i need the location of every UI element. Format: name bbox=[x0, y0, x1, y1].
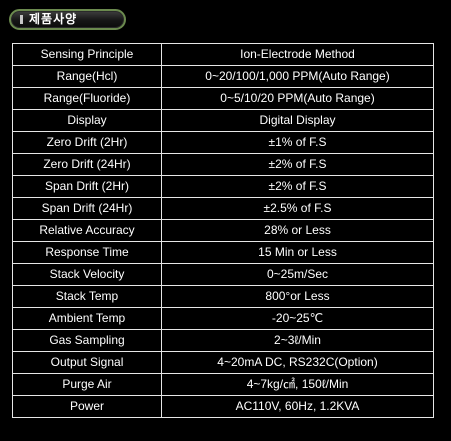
spec-row: Stack Velocity 0~25m/Sec bbox=[13, 264, 434, 286]
section-title-badge: 제품사양 bbox=[9, 9, 126, 30]
spec-value: Ion-Electrode Method bbox=[162, 44, 434, 66]
spec-value: 0~20/100/1,000 PPM(Auto Range) bbox=[162, 66, 434, 88]
spec-value: ±2% of F.S bbox=[162, 154, 434, 176]
spec-row: Zero Drift (2Hr) ±1% of F.S bbox=[13, 132, 434, 154]
spec-row: Span Drift (2Hr) ±2% of F.S bbox=[13, 176, 434, 198]
spec-value: ±2.5% of F.S bbox=[162, 198, 434, 220]
spec-label: Range(Fluoride) bbox=[13, 88, 162, 110]
title-bar-icon bbox=[20, 15, 23, 24]
spec-label: Relative Accuracy bbox=[13, 220, 162, 242]
spec-label: Sensing Principle bbox=[13, 44, 162, 66]
spec-row: Stack Temp 800°or Less bbox=[13, 286, 434, 308]
spec-label: Stack Velocity bbox=[13, 264, 162, 286]
spec-row: Power AC110V, 60Hz, 1.2KVA bbox=[13, 396, 434, 418]
section-title: 제품사양 bbox=[29, 12, 77, 26]
spec-table-body: Sensing Principle Ion-Electrode Method Ran… bbox=[13, 44, 434, 418]
spec-row: Output Signal 4~20mA DC, RS232C(Option) bbox=[13, 352, 434, 374]
spec-row: Display Digital Display bbox=[13, 110, 434, 132]
spec-label: Stack Temp bbox=[13, 286, 162, 308]
spec-row: Response Time 15 Min or Less bbox=[13, 242, 434, 264]
spec-label: Power bbox=[13, 396, 162, 418]
spec-label: Gas Sampling bbox=[13, 330, 162, 352]
spec-value: ±2% of F.S bbox=[162, 176, 434, 198]
spec-value: AC110V, 60Hz, 1.2KVA bbox=[162, 396, 434, 418]
spec-value: Digital Display bbox=[162, 110, 434, 132]
spec-row: Gas Sampling 2~3ℓ/Min bbox=[13, 330, 434, 352]
spec-value: 800°or Less bbox=[162, 286, 434, 308]
spec-table: Sensing Principle Ion-Electrode Method Ran… bbox=[12, 43, 434, 418]
spec-value: 4~7kg/㎠, 150ℓ/Min bbox=[162, 374, 434, 396]
spec-value: 4~20mA DC, RS232C(Option) bbox=[162, 352, 434, 374]
spec-label: Output Signal bbox=[13, 352, 162, 374]
spec-label: Span Drift (2Hr) bbox=[13, 176, 162, 198]
spec-row: Sensing Principle Ion-Electrode Method bbox=[13, 44, 434, 66]
spec-value: 28% or Less bbox=[162, 220, 434, 242]
spec-value: 2~3ℓ/Min bbox=[162, 330, 434, 352]
spec-label: Range(Hcl) bbox=[13, 66, 162, 88]
spec-label: Ambient Temp bbox=[13, 308, 162, 330]
spec-label: Zero Drift (24Hr) bbox=[13, 154, 162, 176]
spec-row: Relative Accuracy 28% or Less bbox=[13, 220, 434, 242]
spec-value: 0~5/10/20 PPM(Auto Range) bbox=[162, 88, 434, 110]
spec-row: Ambient Temp -20~25℃ bbox=[13, 308, 434, 330]
spec-value: -20~25℃ bbox=[162, 308, 434, 330]
spec-value: 15 Min or Less bbox=[162, 242, 434, 264]
spec-row: Purge Air 4~7kg/㎠, 150ℓ/Min bbox=[13, 374, 434, 396]
spec-row: Zero Drift (24Hr) ±2% of F.S bbox=[13, 154, 434, 176]
spec-label: Response Time bbox=[13, 242, 162, 264]
spec-label: Purge Air bbox=[13, 374, 162, 396]
spec-value: 0~25m/Sec bbox=[162, 264, 434, 286]
spec-row: Span Drift (24Hr) ±2.5% of F.S bbox=[13, 198, 434, 220]
spec-label: Display bbox=[13, 110, 162, 132]
spec-value: ±1% of F.S bbox=[162, 132, 434, 154]
spec-row: Range(Hcl) 0~20/100/1,000 PPM(Auto Range) bbox=[13, 66, 434, 88]
spec-label: Zero Drift (2Hr) bbox=[13, 132, 162, 154]
spec-label: Span Drift (24Hr) bbox=[13, 198, 162, 220]
spec-row: Range(Fluoride) 0~5/10/20 PPM(Auto Range) bbox=[13, 88, 434, 110]
